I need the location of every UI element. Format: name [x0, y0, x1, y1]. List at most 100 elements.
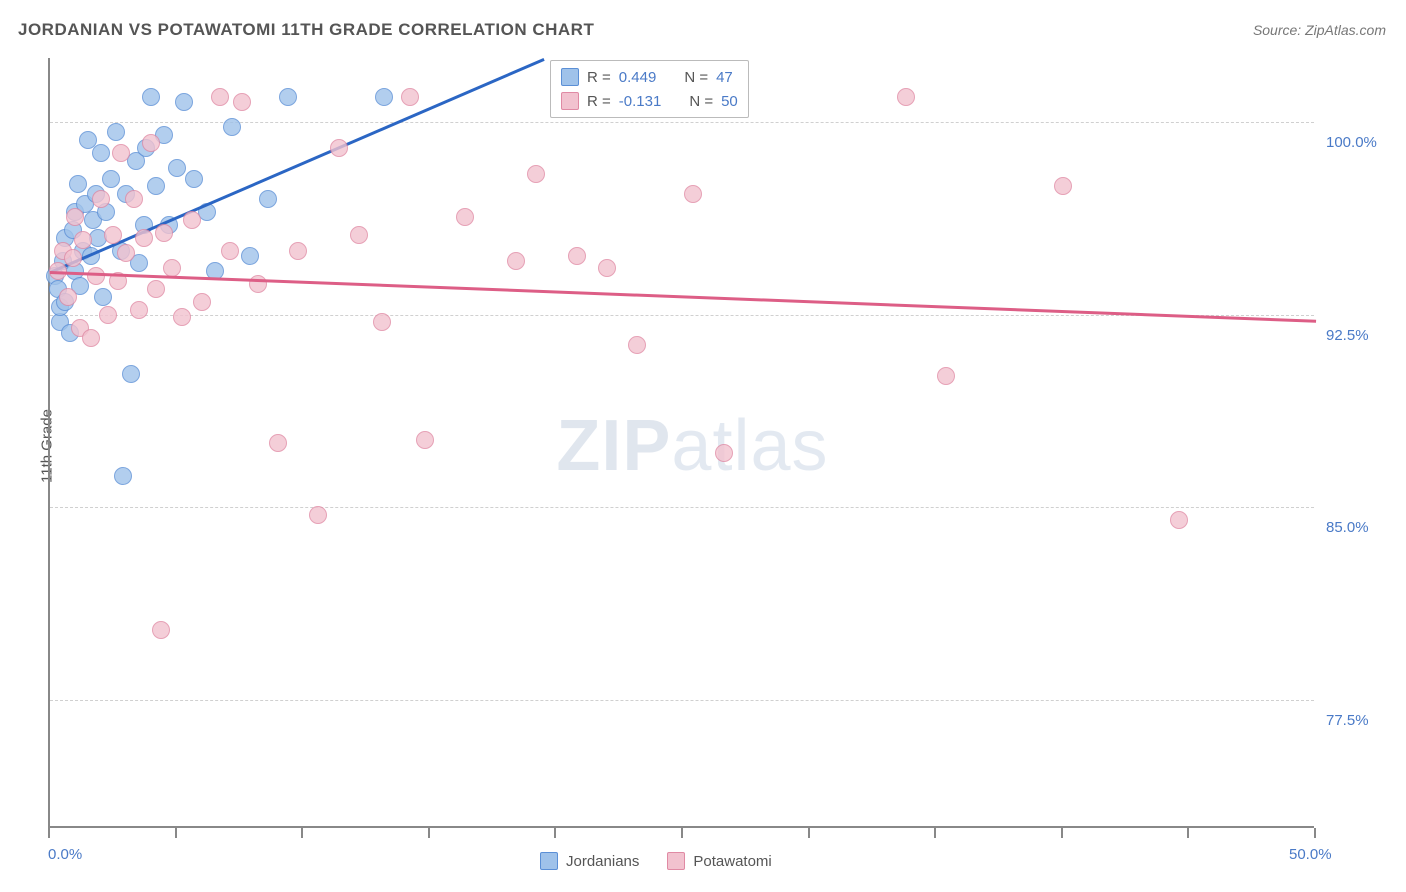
x-tick	[428, 828, 430, 838]
data-point	[122, 365, 140, 383]
legend-row: R = -0.131 N = 50	[561, 89, 738, 113]
data-point	[99, 306, 117, 324]
data-point	[69, 175, 87, 193]
data-point	[684, 185, 702, 203]
legend-top: R = 0.449 N = 47 R = -0.131 N = 50	[550, 60, 749, 118]
gridline-h	[50, 700, 1314, 701]
legend-item: Jordanians	[540, 852, 639, 870]
data-point	[112, 144, 130, 162]
data-point	[211, 88, 229, 106]
legend-r-prefix: R =	[587, 69, 611, 86]
data-point	[114, 467, 132, 485]
legend-bottom: Jordanians Potawatomi	[540, 852, 772, 870]
data-point	[568, 247, 586, 265]
data-point	[117, 244, 135, 262]
legend-n-prefix: N =	[689, 93, 713, 110]
data-point	[107, 123, 125, 141]
legend-item: Potawatomi	[667, 852, 771, 870]
data-point	[130, 301, 148, 319]
legend-swatch	[561, 92, 579, 110]
data-point	[249, 275, 267, 293]
data-point	[223, 118, 241, 136]
data-point	[74, 231, 92, 249]
watermark-rest: atlas	[671, 406, 828, 486]
data-point	[66, 208, 84, 226]
x-tick	[175, 828, 177, 838]
legend-series-name: Jordanians	[566, 853, 639, 870]
data-point	[152, 621, 170, 639]
y-tick-label: 92.5%	[1326, 327, 1369, 344]
data-point	[373, 313, 391, 331]
data-point	[350, 226, 368, 244]
data-point	[279, 88, 297, 106]
legend-swatch	[540, 852, 558, 870]
data-point	[233, 93, 251, 111]
data-point	[1054, 177, 1072, 195]
chart-title: JORDANIAN VS POTAWATOMI 11TH GRADE CORRE…	[18, 20, 594, 40]
watermark-bold: ZIP	[556, 406, 671, 486]
data-point	[147, 177, 165, 195]
data-point	[135, 229, 153, 247]
data-point	[897, 88, 915, 106]
legend-series-name: Potawatomi	[693, 853, 771, 870]
data-point	[193, 293, 211, 311]
data-point	[259, 190, 277, 208]
data-point	[309, 506, 327, 524]
legend-r-value: 0.449	[619, 69, 657, 86]
data-point	[289, 242, 307, 260]
data-point	[507, 252, 525, 270]
x-tick	[301, 828, 303, 838]
data-point	[330, 139, 348, 157]
legend-swatch	[561, 68, 579, 86]
data-point	[168, 159, 186, 177]
x-tick	[681, 828, 683, 838]
data-point	[147, 280, 165, 298]
data-point	[82, 329, 100, 347]
data-point	[416, 431, 434, 449]
legend-r-prefix: R =	[587, 93, 611, 110]
legend-row: R = 0.449 N = 47	[561, 65, 738, 89]
legend-n-prefix: N =	[684, 69, 708, 86]
legend-n-value: 47	[716, 69, 733, 86]
x-tick	[48, 828, 50, 838]
data-point	[269, 434, 287, 452]
data-point	[937, 367, 955, 385]
data-point	[527, 165, 545, 183]
data-point	[94, 288, 112, 306]
data-point	[87, 267, 105, 285]
data-point	[401, 88, 419, 106]
x-tick	[554, 828, 556, 838]
data-point	[183, 211, 201, 229]
x-tick	[1061, 828, 1063, 838]
x-tick	[934, 828, 936, 838]
data-point	[185, 170, 203, 188]
x-tick	[808, 828, 810, 838]
data-point	[142, 134, 160, 152]
data-point	[59, 288, 77, 306]
data-point	[221, 242, 239, 260]
data-point	[104, 226, 122, 244]
legend-n-value: 50	[721, 93, 738, 110]
data-point	[715, 444, 733, 462]
x-tick	[1314, 828, 1316, 838]
source-prefix: Source:	[1253, 22, 1305, 38]
data-point	[1170, 511, 1188, 529]
y-tick-label: 77.5%	[1326, 712, 1369, 729]
data-point	[173, 308, 191, 326]
y-tick-label: 100.0%	[1326, 134, 1377, 151]
x-tick-label: 0.0%	[48, 846, 82, 863]
data-point	[375, 88, 393, 106]
data-point	[155, 224, 173, 242]
data-point	[92, 190, 110, 208]
x-tick-label: 50.0%	[1289, 846, 1332, 863]
data-point	[142, 88, 160, 106]
data-point	[125, 190, 143, 208]
data-point	[241, 247, 259, 265]
source-name: ZipAtlas.com	[1305, 22, 1386, 38]
legend-swatch	[667, 852, 685, 870]
legend-r-value: -0.131	[619, 93, 662, 110]
plot-area: ZIPatlas	[48, 58, 1314, 828]
gridline-h	[50, 507, 1314, 508]
data-point	[64, 249, 82, 267]
source-attribution: Source: ZipAtlas.com	[1253, 22, 1386, 38]
